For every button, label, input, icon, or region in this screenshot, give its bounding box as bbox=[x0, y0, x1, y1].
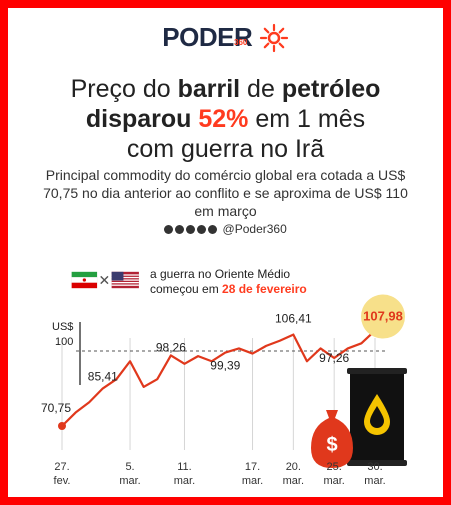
social-row: @Poder360 bbox=[8, 222, 443, 236]
data-label: 70,75 bbox=[41, 401, 71, 415]
headline-text: com guerra no Irã bbox=[126, 135, 325, 163]
x-tick-day: 25. bbox=[327, 461, 342, 473]
svg-text:$: $ bbox=[326, 434, 337, 456]
oil-price-chart: US$ 100 $ 70,75 85,41 98,26 99,39 106,41 97,26… bbox=[41, 294, 407, 487]
brand-number: 360 bbox=[234, 38, 248, 47]
war-note-text: a guerra no Oriente Médio bbox=[150, 267, 291, 281]
data-label: 98,26 bbox=[156, 340, 186, 354]
iran-flag-icon bbox=[71, 271, 98, 289]
social-icon bbox=[175, 225, 185, 234]
iran-us-flags-icon bbox=[71, 271, 139, 289]
x-tick-month: mar. bbox=[283, 475, 304, 487]
social-icon bbox=[186, 225, 196, 234]
subtitle: Principal commodity do comércio global e… bbox=[43, 167, 408, 219]
headline-text: em 1 mês bbox=[248, 105, 366, 133]
data-label: 97,26 bbox=[319, 351, 349, 365]
x-tick-day: 30. bbox=[367, 461, 382, 473]
oil-barrel-illustration: $ bbox=[311, 368, 407, 468]
reference-label: US$ bbox=[52, 321, 73, 333]
x-tick-month: mar. bbox=[323, 475, 344, 487]
infographic-card: PODER 360 Preço do barril de petróleo di… bbox=[8, 8, 443, 497]
headline-bold: barril bbox=[177, 75, 241, 103]
start-point bbox=[58, 422, 66, 430]
sunburst-logo-icon bbox=[259, 23, 288, 52]
x-tick-day: 11. bbox=[177, 461, 191, 473]
social-icon bbox=[208, 225, 218, 234]
value-labels: 70,75 85,41 98,26 99,39 106,41 97,26 107,98 bbox=[41, 294, 405, 415]
data-label: 106,41 bbox=[275, 312, 312, 326]
x-tick-month: mar. bbox=[364, 475, 385, 487]
data-label: 107,98 bbox=[363, 309, 403, 324]
war-note-text: começou em bbox=[150, 282, 223, 296]
price-line bbox=[61, 329, 376, 427]
data-label: 85,41 bbox=[88, 369, 118, 383]
headline: Preço do barril de petróleo disparou 52%… bbox=[8, 74, 443, 164]
headline-bold: petróleo bbox=[281, 75, 381, 103]
reference-label: 100 bbox=[55, 336, 73, 348]
brand-name: PODER bbox=[162, 22, 253, 52]
x-tick-day: 17. bbox=[245, 461, 260, 473]
headline-text: de bbox=[240, 75, 282, 103]
social-icon bbox=[164, 225, 174, 234]
x-tick-day: 27. bbox=[54, 461, 69, 473]
headline-text: Preço do bbox=[70, 75, 178, 103]
x-tick-day: 20. bbox=[286, 461, 301, 473]
headline-bold: disparou bbox=[85, 105, 199, 133]
social-handle: @Poder360 bbox=[222, 222, 287, 236]
x-axis-ticks: 27. fev. 5. mar. 11. mar. 17. mar. 20. mar. 25. mar… bbox=[54, 461, 386, 487]
brand-logo: PODER bbox=[8, 22, 443, 56]
money-bag-icon bbox=[311, 410, 353, 468]
x-tick-day: 5. bbox=[125, 461, 134, 473]
x-tick-month: mar. bbox=[119, 475, 140, 487]
war-start-date: 28 de fevereiro bbox=[222, 282, 307, 296]
usa-flag-icon bbox=[111, 271, 139, 289]
war-start-note: a guerra no Oriente Médio começou em 28 … bbox=[150, 267, 307, 297]
reference-line-group: US$ 100 bbox=[52, 321, 385, 385]
data-label: 99,39 bbox=[210, 359, 240, 373]
cross-icon bbox=[100, 275, 109, 285]
x-tick-month: fev. bbox=[54, 475, 71, 487]
chart-grid bbox=[61, 338, 376, 450]
headline-highlight: 52% bbox=[198, 105, 249, 133]
social-icon bbox=[197, 225, 207, 234]
x-tick-month: mar. bbox=[174, 475, 195, 487]
x-tick-month: mar. bbox=[242, 475, 263, 487]
latest-value-bubble bbox=[361, 294, 405, 339]
